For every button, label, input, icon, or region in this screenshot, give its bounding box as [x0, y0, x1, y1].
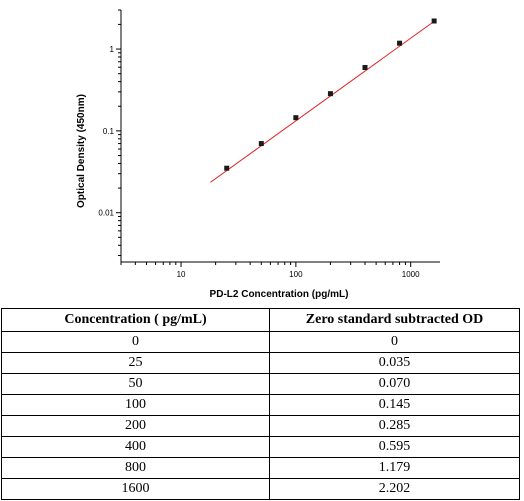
od-cell: 0.595	[269, 436, 520, 458]
data-point	[362, 65, 368, 71]
concentration-cell: 50	[1, 373, 270, 395]
table-row: 25 0.035	[1, 352, 520, 374]
concentration-cell: 25	[1, 352, 270, 374]
data-point	[258, 141, 264, 147]
x-tick-label: 10	[177, 270, 186, 279]
x-tick-label: 1000	[402, 270, 420, 279]
data-point	[397, 40, 403, 46]
column-header-concentration: Concentration ( pg/mL)	[1, 308, 270, 332]
table-row: 100 0.145	[1, 394, 520, 416]
table-row: 50 0.070	[1, 373, 520, 395]
x-tick-label: 100	[289, 270, 303, 279]
concentration-cell: 400	[1, 436, 270, 458]
y-tick-label: 1	[110, 45, 115, 54]
od-cell: 0.035	[269, 352, 520, 374]
y-tick-label: 0.1	[103, 127, 115, 136]
data-point	[327, 91, 333, 97]
table-row: 1600 2.202	[1, 478, 520, 500]
y-tick-label: 0.01	[98, 209, 114, 218]
column-header-od: Zero standard subtracted OD	[269, 308, 520, 332]
data-point	[431, 18, 437, 24]
od-cell: 0.145	[269, 394, 520, 416]
concentration-cell: 100	[1, 394, 270, 416]
concentration-cell: 200	[1, 415, 270, 437]
table-row: 200 0.285	[1, 415, 520, 437]
y-axis-title: Optical Density (450nm)	[76, 94, 87, 208]
standard-table: Concentration ( pg/mL) Zero standard sub…	[1, 308, 520, 500]
table-header-row: Concentration ( pg/mL) Zero standard sub…	[1, 308, 520, 332]
standard-curve-chart: PD-L2 Concentration (pg/mL) Optical Dens…	[76, 9, 440, 300]
x-axis-title: PD-L2 Concentration (pg/mL)	[210, 289, 349, 300]
concentration-cell: 0	[1, 331, 270, 353]
concentration-cell: 1600	[1, 478, 270, 500]
od-cell: 2.202	[269, 478, 520, 500]
table-row: 800 1.179	[1, 457, 520, 479]
table-row: 400 0.595	[1, 436, 520, 458]
od-cell: 0.070	[269, 373, 520, 395]
od-cell: 0.285	[269, 415, 520, 437]
concentration-cell: 800	[1, 457, 270, 479]
fit-line	[210, 19, 436, 183]
data-point	[293, 115, 299, 121]
data-point	[224, 165, 230, 171]
od-cell: 0	[269, 331, 520, 353]
od-cell: 1.179	[269, 457, 520, 479]
